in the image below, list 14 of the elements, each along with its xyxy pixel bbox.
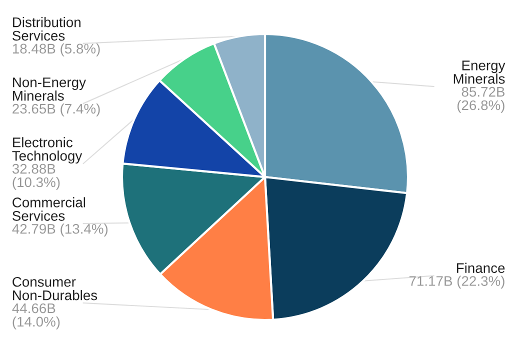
slice-label: Energy Minerals [454,60,506,84]
data-label: 71.17B (22.3%) [409,276,504,289]
slice-label: Consumer Non-Durables [12,276,98,300]
slice-label: Commercial Services [12,197,86,221]
data-label: 42.79B (13.4%) [12,224,108,237]
slice-label: Finance [456,262,505,273]
data-label: 32.88B (10.3%) [12,164,60,190]
data-label: 18.48B (5.8%) [12,43,100,56]
slice-label: Non-Energy Minerals [13,78,86,101]
slice-label: Electronic Technology [12,137,82,164]
data-label: 85.72B (26.8%) [457,86,505,113]
slice-label: Distribution Services [12,17,80,41]
data-label: 23.65B (7.4%) [12,103,100,116]
data-label: 44.66B (14.0%) [12,303,60,330]
